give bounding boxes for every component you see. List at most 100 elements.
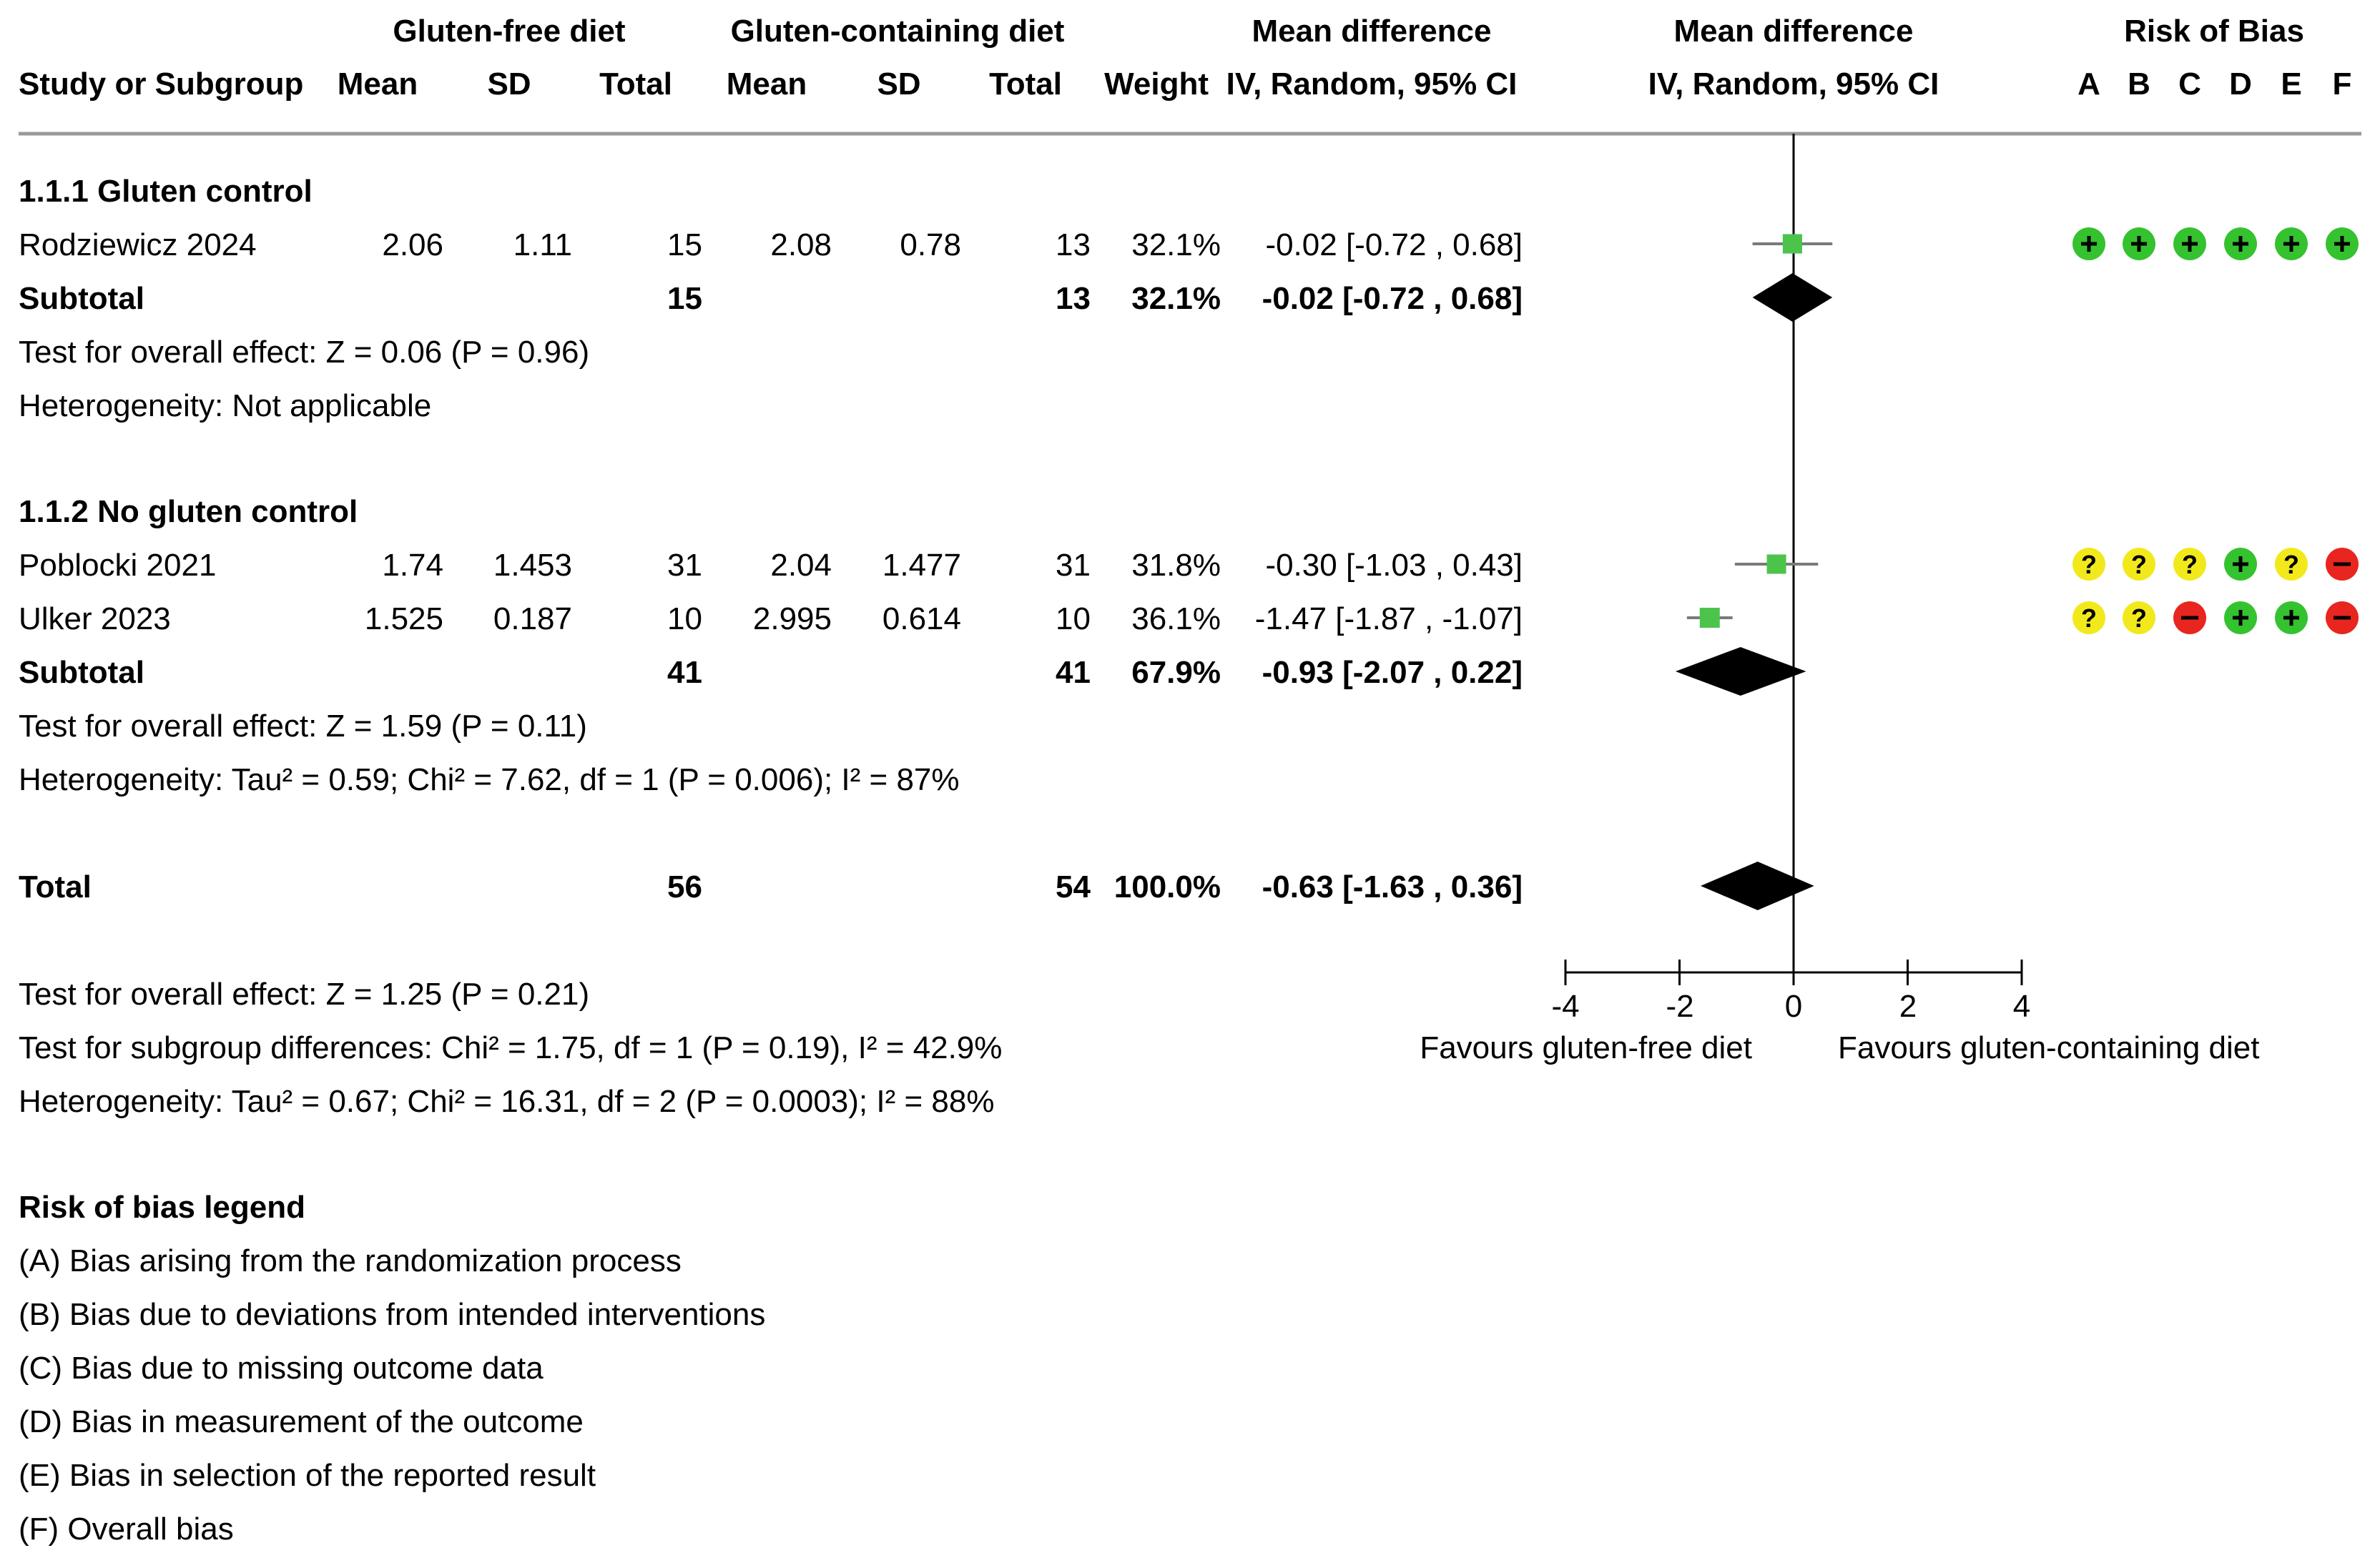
question-mark: ? <box>2182 550 2198 579</box>
sd2-cell: 0.78 <box>900 227 961 262</box>
some-concerns-icon: ? <box>2123 548 2155 581</box>
col-study-header: Study or Subgroup <box>19 66 303 102</box>
group1-header: Gluten-free diet <box>393 14 625 49</box>
risk-of-bias-grid: ?????? <box>2072 227 2359 634</box>
legend-title: Risk of bias legend <box>19 1190 305 1225</box>
legend-item: (D) Bias in measurement of the outcome <box>19 1404 584 1439</box>
rob-dot <box>2123 548 2155 581</box>
subtotal-label: Subtotal <box>19 655 144 690</box>
subgroup-1: 1.1.1 Gluten control Rodziewicz 2024 2.0… <box>19 174 1523 423</box>
study-name: Ulker 2023 <box>19 601 171 636</box>
x-tick-label: -4 <box>1551 989 1579 1024</box>
col-ci-plot-header: IV, Random, 95% CI <box>1648 66 1939 102</box>
high-risk-icon <box>2326 548 2359 581</box>
x-axis-labels: -4 -2 0 2 4 Favours gluten-free diet Fav… <box>1420 989 2259 1065</box>
total-weight: 100.0% <box>1114 869 1221 904</box>
total-total2: 54 <box>1056 869 1091 904</box>
heterogeneity-text: Heterogeneity: Tau² = 0.67; Chi² = 16.31… <box>19 1084 994 1119</box>
rob-dot <box>2072 601 2105 634</box>
legend-item: (F) Overall bias <box>19 1512 234 1547</box>
low-risk-icon <box>2275 227 2308 260</box>
total-block: Total 56 54 100.0% -0.63 [-1.63 , 0.36] … <box>19 869 1523 1119</box>
x-tick-label: 2 <box>1899 989 1917 1024</box>
low-risk-icon <box>2224 548 2257 581</box>
low-risk-icon <box>2224 601 2257 634</box>
high-risk-icon <box>2326 601 2359 634</box>
mean2-cell: 2.995 <box>753 601 832 636</box>
subtotal-ci: -0.93 [-2.07 , 0.22] <box>1262 655 1523 690</box>
col-sd1-header: SD <box>487 66 531 102</box>
subtotal-total1: 41 <box>667 655 702 690</box>
rob-dot <box>2072 548 2105 581</box>
legend-item: (A) Bias arising from the randomization … <box>19 1243 682 1278</box>
some-concerns-icon: ? <box>2173 548 2206 581</box>
subtotal-ci: -0.02 [-0.72 , 0.68] <box>1262 281 1523 316</box>
subtotal-total2: 41 <box>1056 655 1091 690</box>
some-concerns-icon: ? <box>2123 601 2155 634</box>
some-concerns-icon: ? <box>2275 548 2308 581</box>
subtotal-weight: 67.9% <box>1131 655 1221 690</box>
study-point <box>1766 554 1786 574</box>
x-tick-label: 0 <box>1785 989 1802 1024</box>
x-tick-label: -2 <box>1666 989 1693 1024</box>
rob-col-e: E <box>2281 66 2301 102</box>
subtotal-weight: 32.1% <box>1131 281 1221 316</box>
total1-cell: 10 <box>667 601 702 636</box>
total2-cell: 13 <box>1056 227 1091 262</box>
group2-header: Gluten-containing diet <box>731 14 1065 49</box>
sd2-cell: 1.477 <box>882 548 961 583</box>
question-mark: ? <box>2131 550 2147 579</box>
question-mark: ? <box>2131 603 2147 633</box>
x-tick-label: 4 <box>2013 989 2030 1024</box>
col-ci-table-header: IV, Random, 95% CI <box>1226 66 1518 102</box>
forest-plot-area <box>1564 134 2023 985</box>
low-risk-icon <box>2275 601 2308 634</box>
rob-col-b: B <box>2128 66 2150 102</box>
study-name: Poblocki 2021 <box>19 548 216 583</box>
rob-dot <box>2275 548 2308 581</box>
question-mark: ? <box>2283 550 2299 579</box>
rob-dot <box>2123 601 2155 634</box>
mean2-cell: 2.04 <box>770 548 832 583</box>
subtotal-total1: 15 <box>667 281 702 316</box>
subtotal-label: Subtotal <box>19 281 144 316</box>
total2-cell: 31 <box>1056 548 1091 583</box>
favours-right-label: Favours gluten-containing diet <box>1838 1030 2259 1065</box>
favours-left-label: Favours gluten-free diet <box>1420 1030 1752 1065</box>
table-header: Gluten-free diet Gluten-containing diet … <box>19 14 2351 102</box>
weight-cell: 32.1% <box>1131 227 1221 262</box>
subtotal-total2: 13 <box>1056 281 1091 316</box>
study-row: Ulker 2023 1.525 0.187 10 2.995 0.614 10… <box>19 601 1523 636</box>
low-risk-icon <box>2123 227 2155 260</box>
overall-effect-test: Test for overall effect: Z = 1.59 (P = 0… <box>19 709 587 744</box>
low-risk-icon <box>2173 227 2206 260</box>
study-point <box>1699 608 1720 628</box>
low-risk-icon <box>2326 227 2359 260</box>
low-risk-icon <box>2072 227 2105 260</box>
sd2-cell: 0.614 <box>882 601 961 636</box>
rob-header: Risk of Bias <box>2124 14 2304 49</box>
sd1-cell: 1.11 <box>513 227 572 262</box>
subgroup-2: 1.1.2 No gluten control Poblocki 2021 1.… <box>19 494 1523 797</box>
subtotal-diamond <box>1752 273 1833 322</box>
rob-col-d: D <box>2229 66 2252 102</box>
question-mark: ? <box>2081 550 2097 579</box>
total-row: Total 56 54 100.0% -0.63 [-1.63 , 0.36] <box>19 869 1523 904</box>
mean1-cell: 1.74 <box>382 548 443 583</box>
heterogeneity-text: Heterogeneity: Not applicable <box>19 388 431 423</box>
mean1-cell: 1.525 <box>365 601 443 636</box>
col-mean2-header: Mean <box>727 66 807 102</box>
total-label: Total <box>19 869 92 904</box>
study-name: Rodziewicz 2024 <box>19 227 257 262</box>
subtotal-diamond <box>1675 647 1806 696</box>
ci-cell: -0.30 [-1.03 , 0.43] <box>1265 548 1523 583</box>
col-sd2-header: SD <box>877 66 920 102</box>
question-mark: ? <box>2081 603 2097 633</box>
total-ci: -0.63 [-1.63 , 0.36] <box>1262 869 1523 904</box>
some-concerns-icon: ? <box>2072 601 2105 634</box>
total2-cell: 10 <box>1056 601 1091 636</box>
some-concerns-icon: ? <box>2072 548 2105 581</box>
subgroup-title: 1.1.1 Gluten control <box>19 174 313 209</box>
heterogeneity-text: Heterogeneity: Tau² = 0.59; Chi² = 7.62,… <box>19 762 960 797</box>
